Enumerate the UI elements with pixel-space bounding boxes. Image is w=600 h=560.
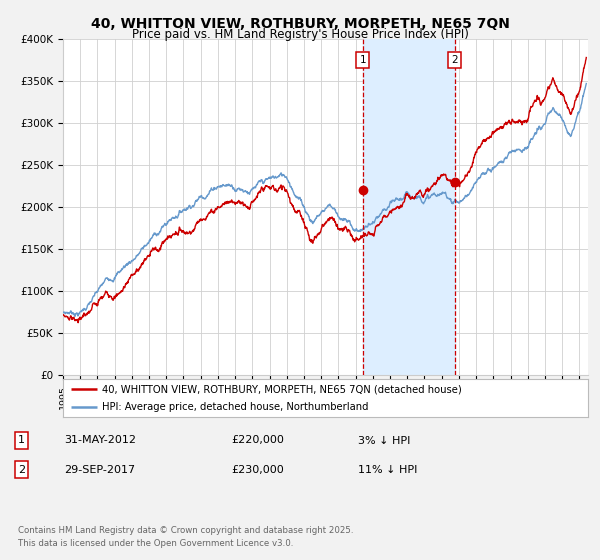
- Text: 2: 2: [451, 55, 458, 65]
- Text: Price paid vs. HM Land Registry's House Price Index (HPI): Price paid vs. HM Land Registry's House …: [131, 28, 469, 41]
- Bar: [363, 39, 455, 375]
- Text: 3% ↓ HPI: 3% ↓ HPI: [358, 436, 410, 446]
- Text: 1: 1: [18, 436, 25, 446]
- Text: 1: 1: [359, 55, 366, 65]
- Text: 31-MAY-2012: 31-MAY-2012: [64, 436, 136, 446]
- Text: £220,000: £220,000: [231, 436, 284, 446]
- Text: 40, WHITTON VIEW, ROTHBURY, MORPETH, NE65 7QN (detached house): 40, WHITTON VIEW, ROTHBURY, MORPETH, NE6…: [103, 384, 462, 394]
- Text: HPI: Average price, detached house, Northumberland: HPI: Average price, detached house, Nort…: [103, 402, 369, 412]
- Text: 2: 2: [18, 464, 25, 474]
- Text: 11% ↓ HPI: 11% ↓ HPI: [358, 464, 417, 474]
- Text: 29-SEP-2017: 29-SEP-2017: [64, 464, 135, 474]
- Text: 40, WHITTON VIEW, ROTHBURY, MORPETH, NE65 7QN: 40, WHITTON VIEW, ROTHBURY, MORPETH, NE6…: [91, 17, 509, 31]
- Text: Contains HM Land Registry data © Crown copyright and database right 2025.
This d: Contains HM Land Registry data © Crown c…: [18, 526, 353, 548]
- Text: £230,000: £230,000: [231, 464, 284, 474]
